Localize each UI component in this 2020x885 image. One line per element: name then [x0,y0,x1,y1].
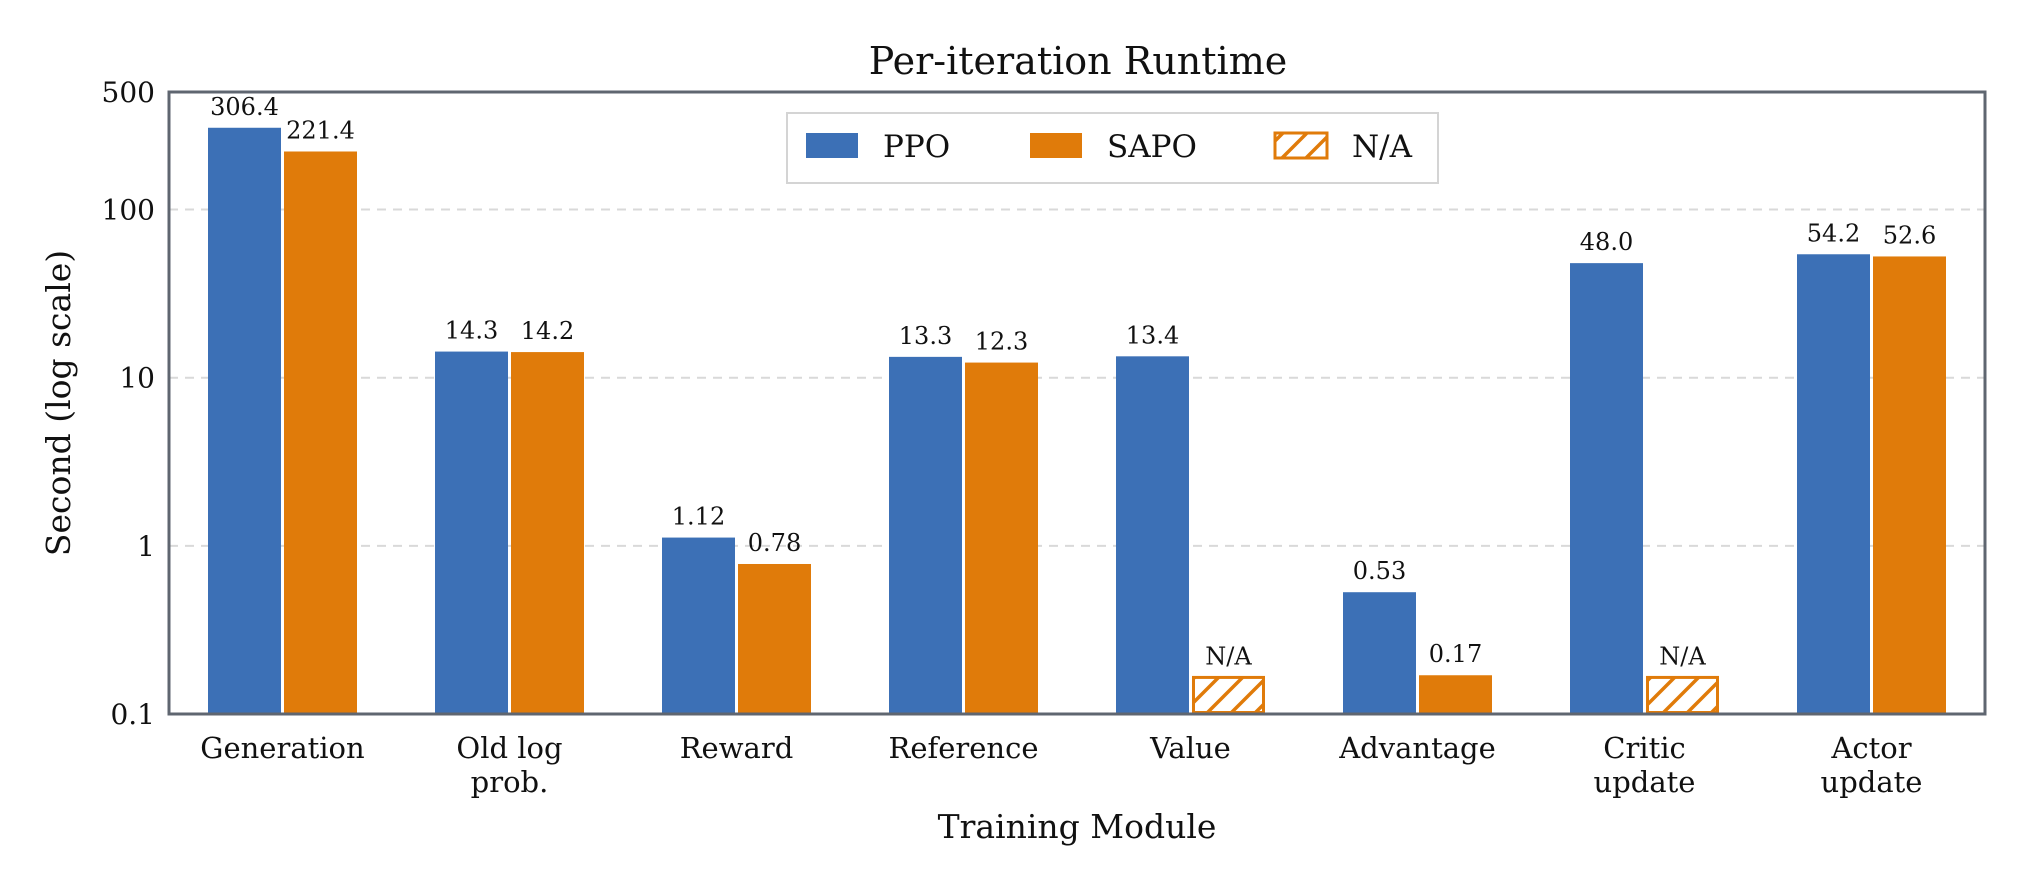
bar-sapo-critic-update-na [1646,675,1719,715]
bar-sapo-old-log-prob [511,352,584,714]
data-label: 0.17 [1429,640,1482,668]
bar-ppo-reference [889,356,962,714]
x-category-label: Generation [200,731,364,765]
data-label: 52.6 [1883,221,1936,249]
data-label: 14.2 [521,317,574,345]
data-label: 221.4 [286,116,355,144]
y-tick-label: 100 [102,194,155,227]
bar-ppo-reward [662,537,735,714]
data-label: 0.53 [1353,557,1406,585]
data-label: 14.3 [445,317,498,345]
data-label: 0.78 [748,529,801,557]
y-tick-label: 0.1 [110,698,155,731]
x-axis-label: Training Module [938,807,1217,846]
data-label: N/A [1205,642,1252,670]
bars [208,127,1946,715]
bar-sapo-reference [965,362,1038,714]
chart-title: Per-iteration Runtime [869,39,1287,83]
bar-sapo-actor-update [1873,256,1946,714]
bar-sapo-advantage [1419,675,1492,714]
data-label: 13.3 [899,322,952,350]
data-label: 13.4 [1126,321,1179,349]
bar-ppo-generation [208,127,281,714]
x-category-label: Old log prob. [456,731,562,799]
y-tick-labels: 0.1 1 10 100 500 [102,76,155,731]
legend-label-ppo: PPO [883,129,950,165]
y-tick-label: 500 [102,76,155,109]
bar-ppo-actor-update [1797,254,1870,714]
data-label: 54.2 [1807,219,1860,247]
bar-ppo-value [1116,356,1189,714]
plot-frame [167,90,1987,716]
bar-ppo-old-log-prob [435,351,508,714]
y-axis-label: Second (log scale) [39,250,78,556]
data-label: N/A [1659,642,1706,670]
y-tick-label: 10 [119,362,155,395]
y-tick-label: 1 [137,530,155,563]
legend: PPO SAPO N/A [786,112,1439,184]
legend-label-sapo: SAPO [1107,129,1197,165]
data-label: 306.4 [210,93,279,121]
legend-swatch-ppo [806,133,858,158]
bar-sapo-value-na [1192,675,1265,715]
x-category-label: Critic update [1594,731,1696,799]
legend-label-na: N/A [1352,129,1413,165]
bar-ppo-critic-update [1570,263,1643,714]
bar-sapo-generation [284,151,357,714]
data-label: 48.0 [1580,228,1633,256]
legend-box [786,112,1439,184]
legend-swatch-sapo [1030,133,1082,158]
x-category-label: Advantage [1338,731,1496,765]
x-category-labels: Generation Old log prob. Reward Reference Val… [200,731,1922,799]
x-category-label: Actor update [1821,731,1923,799]
x-category-label: Value [1149,731,1231,765]
bar-sapo-reward [738,563,811,714]
x-category-label: Reward [680,731,794,765]
legend-swatch-na [1273,131,1329,160]
data-label: 12.3 [975,328,1028,356]
bar-ppo-advantage [1343,592,1416,714]
x-category-label: Reference [889,731,1039,765]
data-label: 1.12 [672,503,725,531]
